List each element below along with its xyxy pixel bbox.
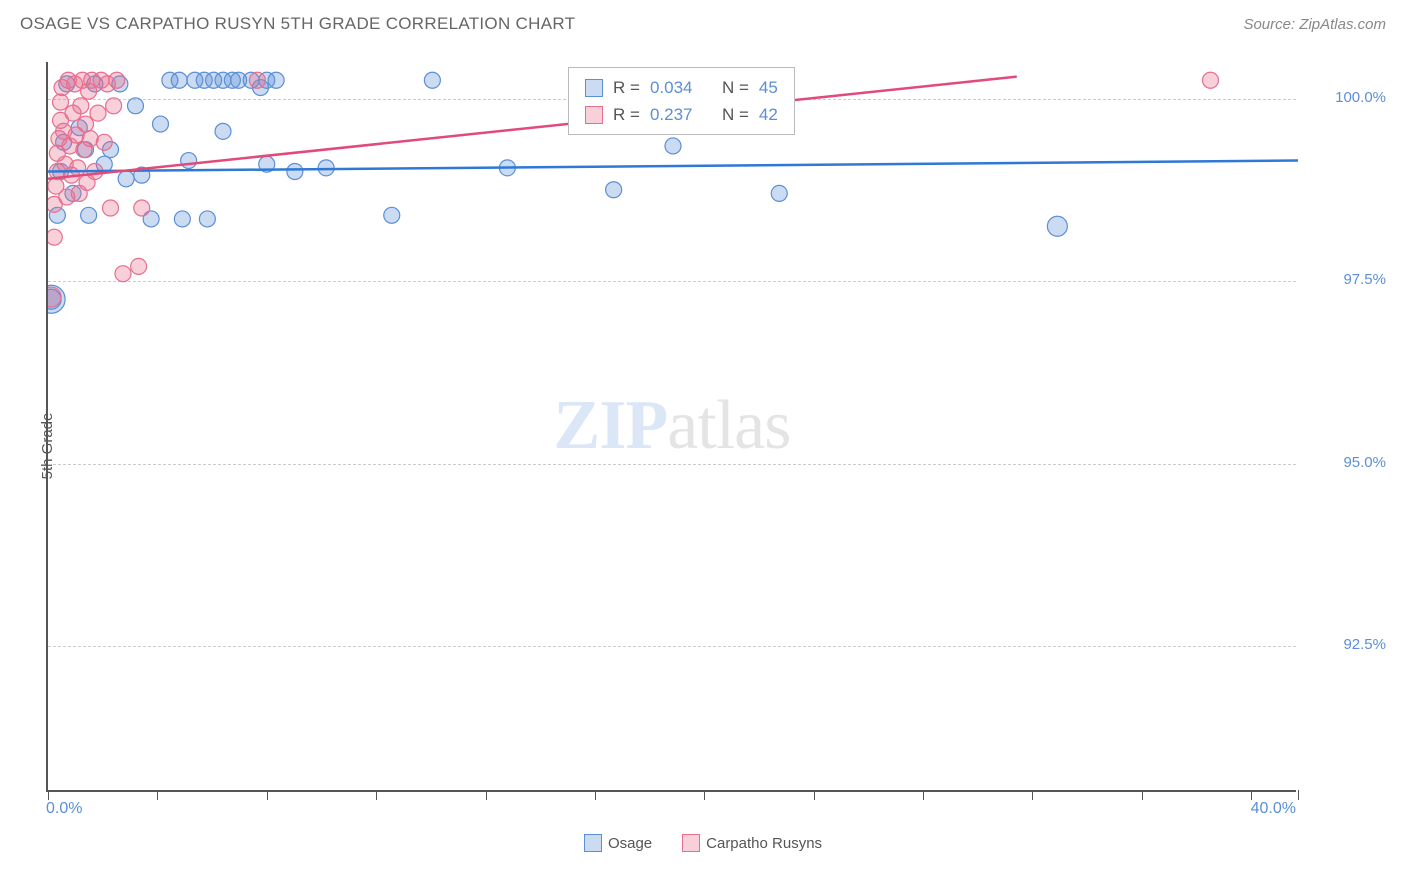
x-tick-label: 0.0% [46, 800, 82, 818]
legend-item-osage: Osage [584, 834, 652, 852]
data-point [118, 171, 134, 187]
correlation-stats-box: R = 0.034 N = 45 R = 0.237 N = 42 [568, 67, 795, 135]
data-point [153, 116, 169, 132]
data-point [268, 72, 284, 88]
data-point [384, 207, 400, 223]
osage-r-value: 0.034 [650, 74, 693, 101]
x-tick [1298, 790, 1299, 800]
data-point [131, 258, 147, 274]
carpatho-r-value: 0.237 [650, 101, 693, 128]
data-point [199, 211, 215, 227]
data-point [78, 116, 94, 132]
data-point [90, 105, 106, 121]
data-point [134, 200, 150, 216]
r-label: R = [613, 74, 640, 101]
data-point [48, 229, 62, 245]
source-attribution: Source: ZipAtlas.com [1243, 16, 1386, 33]
data-point [70, 160, 86, 176]
stats-row-osage: R = 0.034 N = 45 [585, 74, 778, 101]
osage-n-value: 45 [759, 74, 778, 101]
data-point [424, 72, 440, 88]
n-label: N = [722, 74, 749, 101]
carpatho-legend-swatch [682, 834, 700, 852]
legend: Osage Carpatho Rusyns [0, 834, 1406, 852]
trend-line [48, 161, 1298, 172]
chart-title: OSAGE VS CARPATHO RUSYN 5TH GRADE CORREL… [20, 14, 575, 34]
data-point [128, 98, 144, 114]
data-point [171, 72, 187, 88]
data-point [103, 200, 119, 216]
n-label: N = [722, 101, 749, 128]
data-point [181, 153, 197, 169]
x-tick-label: 40.0% [1251, 800, 1296, 818]
plot-area: ZIPatlas 92.5%95.0%97.5%100.0% R = 0.034… [46, 62, 1296, 792]
legend-label-carpatho: Carpatho Rusyns [706, 835, 822, 852]
y-tick-label: 97.5% [1306, 271, 1386, 288]
data-point [215, 123, 231, 139]
data-point [73, 98, 89, 114]
legend-item-carpatho: Carpatho Rusyns [682, 834, 822, 852]
y-tick-label: 100.0% [1306, 89, 1386, 106]
data-point [82, 131, 98, 147]
chart-header: OSAGE VS CARPATHO RUSYN 5TH GRADE CORREL… [0, 0, 1406, 44]
data-point [249, 72, 265, 88]
data-point [81, 207, 97, 223]
data-point [771, 185, 787, 201]
data-point [115, 266, 131, 282]
data-point [287, 164, 303, 180]
carpatho-n-value: 42 [759, 101, 778, 128]
scatter-svg [48, 62, 1298, 792]
r-label: R = [613, 101, 640, 128]
y-tick-label: 92.5% [1306, 636, 1386, 653]
data-point [106, 98, 122, 114]
data-point [1047, 216, 1067, 236]
data-point [53, 94, 69, 110]
data-point [665, 138, 681, 154]
y-tick-label: 95.0% [1306, 454, 1386, 471]
data-point [606, 182, 622, 198]
stats-row-carpatho: R = 0.237 N = 42 [585, 101, 778, 128]
data-point [96, 134, 112, 150]
data-point [1203, 72, 1219, 88]
osage-legend-swatch [584, 834, 602, 852]
carpatho-swatch [585, 106, 603, 124]
data-point [109, 72, 125, 88]
legend-label-osage: Osage [608, 835, 652, 852]
osage-swatch [585, 79, 603, 97]
data-point [174, 211, 190, 227]
